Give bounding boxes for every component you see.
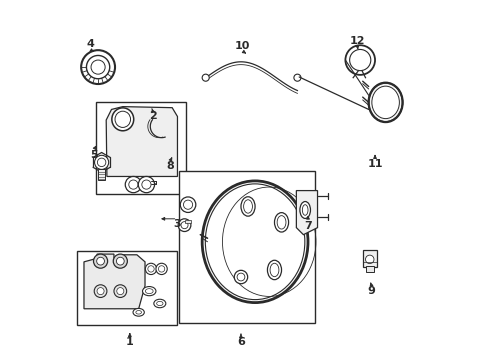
Bar (185, 220, 190, 223)
Ellipse shape (302, 205, 307, 215)
Circle shape (145, 263, 156, 275)
Text: 3: 3 (173, 219, 181, 229)
Circle shape (345, 45, 374, 75)
Text: 4: 4 (86, 39, 94, 49)
Ellipse shape (156, 301, 163, 306)
Text: 12: 12 (349, 36, 365, 46)
Bar (96, 102, 185, 194)
Circle shape (349, 49, 370, 71)
Circle shape (97, 257, 104, 265)
Circle shape (93, 254, 107, 268)
Circle shape (183, 200, 192, 209)
Bar (179, 171, 314, 323)
Circle shape (97, 158, 105, 167)
Ellipse shape (115, 111, 130, 127)
Ellipse shape (234, 270, 247, 284)
Bar (365, 266, 373, 272)
Ellipse shape (241, 197, 255, 216)
Text: 5: 5 (90, 150, 98, 160)
Circle shape (293, 74, 300, 81)
Ellipse shape (205, 184, 304, 300)
Circle shape (178, 219, 190, 231)
Circle shape (180, 197, 195, 212)
Ellipse shape (133, 309, 144, 316)
Bar (98, 170, 105, 180)
Text: 11: 11 (366, 159, 382, 169)
Ellipse shape (274, 213, 288, 232)
Circle shape (86, 55, 109, 79)
Circle shape (156, 263, 167, 275)
Text: 8: 8 (166, 161, 174, 171)
Polygon shape (84, 254, 145, 309)
Circle shape (125, 176, 141, 193)
Circle shape (94, 285, 107, 297)
Circle shape (128, 180, 138, 189)
Text: 7: 7 (304, 221, 311, 231)
Circle shape (91, 60, 105, 74)
Circle shape (158, 266, 164, 272)
Bar (362, 250, 376, 267)
Circle shape (138, 176, 154, 193)
Circle shape (147, 266, 154, 272)
Text: 9: 9 (367, 286, 375, 296)
Bar (77, 251, 177, 325)
Ellipse shape (237, 273, 244, 281)
Ellipse shape (371, 86, 399, 118)
Circle shape (97, 288, 104, 294)
Ellipse shape (267, 260, 281, 280)
Ellipse shape (202, 181, 307, 303)
Ellipse shape (136, 311, 141, 314)
Circle shape (114, 285, 126, 297)
Ellipse shape (299, 202, 310, 219)
Polygon shape (296, 190, 317, 235)
Circle shape (181, 222, 188, 229)
Ellipse shape (368, 83, 402, 122)
Ellipse shape (243, 200, 252, 213)
Ellipse shape (142, 287, 156, 296)
Circle shape (142, 180, 151, 189)
Circle shape (81, 50, 115, 84)
Ellipse shape (154, 299, 165, 308)
Ellipse shape (145, 289, 153, 294)
Circle shape (365, 255, 373, 264)
Ellipse shape (269, 263, 278, 277)
Circle shape (117, 288, 123, 294)
Text: 1: 1 (126, 337, 133, 347)
Ellipse shape (112, 108, 133, 131)
Circle shape (116, 257, 124, 265)
Text: 2: 2 (148, 112, 156, 121)
Circle shape (94, 155, 108, 170)
Circle shape (113, 254, 127, 268)
Text: 10: 10 (235, 41, 250, 51)
Circle shape (202, 74, 209, 81)
Text: 6: 6 (237, 337, 244, 347)
Polygon shape (106, 107, 177, 176)
Ellipse shape (277, 216, 285, 229)
